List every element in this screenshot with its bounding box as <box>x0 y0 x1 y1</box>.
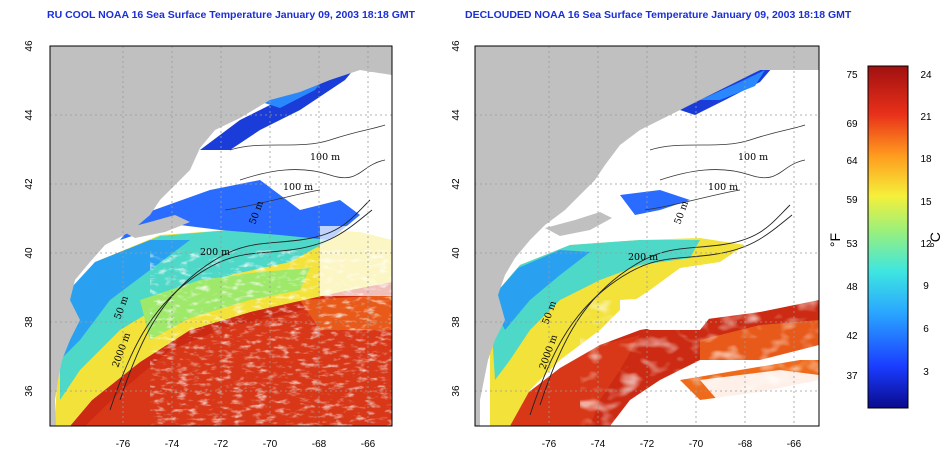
fahrenheit-tick-label: 48 <box>846 282 858 293</box>
fahrenheit-ticks: 75 69 64 59 53 48 42 37 <box>846 70 858 382</box>
land-mass <box>475 46 819 426</box>
land-mass <box>50 46 392 426</box>
lon-tick-label: -74 <box>591 439 606 450</box>
celsius-tick-label: 24 <box>920 70 932 81</box>
colorbar-gradient <box>867 65 909 409</box>
celsius-tick-label: 12 <box>920 239 932 250</box>
lon-tick-label: -68 <box>312 439 327 450</box>
lon-tick-label: -72 <box>214 439 229 450</box>
lat-tick-label: 40 <box>24 247 35 259</box>
fahrenheit-tick-label: 42 <box>846 331 858 342</box>
isobath-label: 200 m <box>200 247 230 258</box>
lon-tick-label: -70 <box>689 439 704 450</box>
lon-tick-label: -74 <box>165 439 180 450</box>
fahrenheit-tick-label: 69 <box>846 119 858 130</box>
lon-tick-label: -76 <box>116 439 131 450</box>
temperature-colorbar: 75 69 64 59 53 48 42 37 24 21 18 15 12 9… <box>827 65 943 409</box>
fahrenheit-tick-label: 53 <box>846 239 858 250</box>
lon-tick-label: -76 <box>542 439 557 450</box>
lon-axis-ticks: -76 -74 -72 -70 -68 -66 <box>116 439 376 450</box>
left-panel-title: RU COOL NOAA 16 Sea Surface Temperature … <box>47 9 416 21</box>
lat-tick-label: 38 <box>451 316 462 328</box>
fahrenheit-unit-label: °F <box>827 233 843 247</box>
celsius-tick-label: 18 <box>920 154 932 165</box>
celsius-ticks: 24 21 18 15 12 9 6 3 <box>920 70 932 378</box>
isobath-label: 200 m <box>628 252 658 263</box>
isobath-label: 100 m <box>283 182 313 193</box>
celsius-tick-label: 6 <box>923 324 929 335</box>
lon-tick-label: -72 <box>640 439 655 450</box>
fahrenheit-tick-label: 59 <box>846 195 858 206</box>
isobath-contours <box>119 199 371 401</box>
celsius-tick-label: 3 <box>923 367 929 378</box>
celsius-tick-label: 15 <box>920 197 932 208</box>
lat-tick-label: 44 <box>24 109 35 121</box>
fahrenheit-tick-label: 75 <box>846 70 858 81</box>
lat-tick-label: 42 <box>24 178 35 190</box>
celsius-tick-label: 21 <box>920 112 932 123</box>
lon-axis-ticks: -76 -74 -72 -70 -68 -66 <box>542 439 802 450</box>
lat-tick-label: 36 <box>24 385 35 397</box>
fahrenheit-tick-label: 37 <box>846 371 858 382</box>
lon-tick-label: -68 <box>738 439 753 450</box>
isobath-label: 100 m <box>310 152 340 163</box>
lat-tick-label: 46 <box>451 40 462 52</box>
lat-tick-label: 36 <box>451 385 462 397</box>
fahrenheit-tick-label: 64 <box>846 156 858 167</box>
lon-tick-label: -70 <box>263 439 278 450</box>
lat-tick-label: 38 <box>24 316 35 328</box>
isobath-label: 100 m <box>708 182 738 193</box>
left-map-panel: 100 m 100 m 50 m 200 m 50 m 2000 m -76 -… <box>24 40 393 450</box>
lat-tick-label: 40 <box>451 247 462 259</box>
celsius-unit-label: °C <box>927 232 943 248</box>
right-map-panel: 100 m 100 m 50 m 200 m 50 m 2000 m -76 -… <box>451 40 820 450</box>
lat-axis-ticks: 36 38 40 42 44 46 <box>24 40 35 397</box>
lon-tick-label: -66 <box>787 439 802 450</box>
map-frame <box>474 45 820 427</box>
celsius-tick-label: 9 <box>923 281 929 292</box>
isobath-label: 100 m <box>738 152 768 163</box>
map-frame <box>49 45 393 427</box>
lat-tick-label: 44 <box>451 109 462 121</box>
right-panel-title: DECLOUDED NOAA 16 Sea Surface Temperatur… <box>465 9 852 21</box>
cloud-gap <box>620 296 720 330</box>
lon-tick-label: -66 <box>361 439 376 450</box>
cold-shelf-water <box>620 190 690 215</box>
lat-tick-label: 46 <box>24 40 35 52</box>
isobath-contours <box>539 204 791 406</box>
lat-axis-ticks: 36 38 40 42 44 46 <box>451 40 462 397</box>
lat-tick-label: 42 <box>451 178 462 190</box>
